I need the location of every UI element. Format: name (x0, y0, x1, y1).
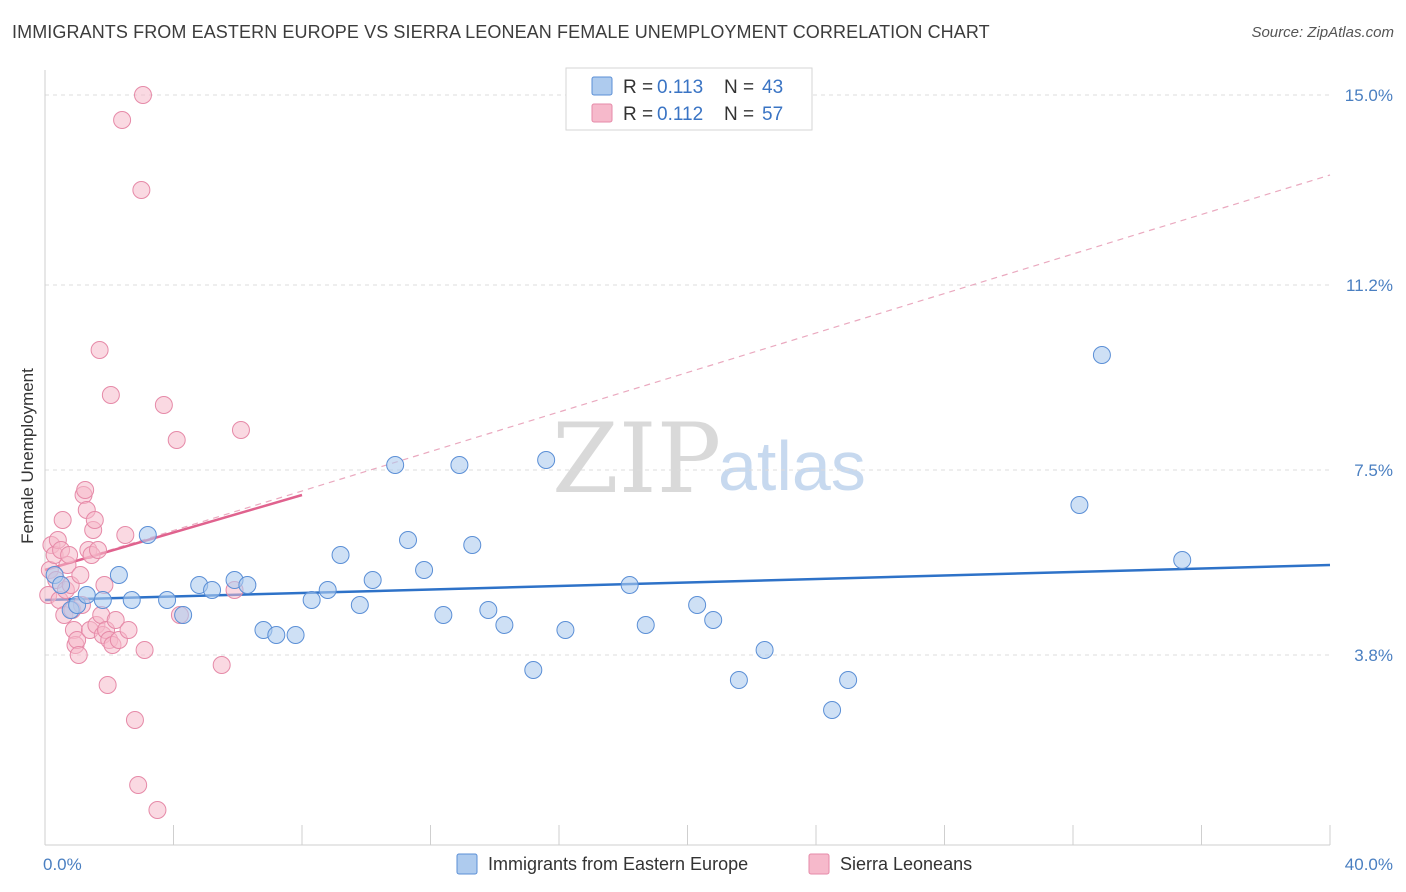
data-point-eastern-europe (77, 586, 96, 604)
data-point-sierra-leoneans (148, 801, 167, 819)
data-point-eastern-europe (363, 571, 382, 589)
data-point-eastern-europe (537, 451, 556, 469)
data-point-sierra-leoneans (125, 711, 144, 729)
data-point-eastern-europe (1173, 551, 1192, 569)
data-point-eastern-europe (556, 621, 575, 639)
data-point-sierra-leoneans (132, 181, 151, 199)
blue-trend-line (44, 563, 1331, 602)
data-point-sierra-leoneans (135, 641, 154, 659)
data-point-sierra-leoneans (167, 431, 186, 449)
axes (44, 70, 1331, 846)
bottom-legend-label-pink: Sierra Leoneans (840, 854, 972, 874)
data-point-eastern-europe (434, 606, 453, 624)
data-point-eastern-europe (158, 591, 177, 609)
bottom-legend-swatch-blue (456, 853, 478, 875)
data-point-eastern-europe (302, 591, 321, 609)
data-point-eastern-europe (415, 561, 434, 579)
data-point-eastern-europe (203, 581, 222, 599)
watermark-atlas: atlas (718, 427, 866, 505)
data-point-eastern-europe (450, 456, 469, 474)
data-point-sierra-leoneans (119, 621, 138, 639)
data-point-sierra-leoneans (154, 396, 173, 414)
data-point-eastern-europe (636, 616, 655, 634)
y-tick-label: 11.2% (1346, 276, 1393, 295)
data-point-sierra-leoneans (116, 526, 135, 544)
data-point-sierra-leoneans (101, 386, 120, 404)
data-point-eastern-europe (755, 641, 774, 659)
data-point-eastern-europe (174, 606, 193, 624)
data-point-eastern-europe (1070, 496, 1089, 514)
data-point-eastern-europe (122, 591, 141, 609)
data-point-sierra-leoneans (90, 341, 109, 359)
data-point-eastern-europe (267, 626, 286, 644)
legend-swatch-pink (591, 103, 613, 123)
data-point-eastern-europe (688, 596, 707, 614)
pink-trend-line-extended (44, 174, 1331, 571)
data-point-sierra-leoneans (129, 776, 148, 794)
legend-n-label-2: N = (724, 104, 754, 125)
data-point-eastern-europe (318, 581, 337, 599)
legend-r-label-1: R = (623, 77, 653, 98)
data-point-eastern-europe (350, 596, 369, 614)
correlation-legend: R = 0.113 N = 43 R = 0.112 N = 57 (565, 67, 813, 131)
data-point-eastern-europe (823, 701, 842, 719)
legend-swatch-blue (591, 76, 613, 96)
data-point-sierra-leoneans (113, 111, 132, 129)
series-sierra-leoneans-points (39, 86, 250, 819)
y-tick-label: 15.0% (1345, 86, 1393, 105)
x-tick-label: 0.0% (43, 855, 82, 874)
data-point-eastern-europe (286, 626, 305, 644)
x-tick-label: 40.0% (1345, 855, 1393, 874)
watermark-zip: ZIP (552, 403, 721, 515)
data-point-sierra-leoneans (69, 646, 88, 664)
data-point-sierra-leoneans (95, 576, 114, 594)
data-point-sierra-leoneans (106, 611, 125, 629)
y-tick-label: 7.5% (1354, 461, 1393, 480)
data-point-eastern-europe (839, 671, 858, 689)
data-point-eastern-europe (331, 546, 350, 564)
data-point-sierra-leoneans (133, 86, 152, 104)
tick-labels: 3.8% 7.5% 11.2% 15.0% 0.0% 40.0% (43, 86, 1393, 874)
chart-title: IMMIGRANTS FROM EASTERN EUROPE VS SIERRA… (12, 22, 990, 42)
data-point-sierra-leoneans (212, 656, 231, 674)
data-point-eastern-europe (138, 526, 157, 544)
data-point-eastern-europe (109, 566, 128, 584)
data-point-sierra-leoneans (53, 511, 72, 529)
data-point-eastern-europe (238, 576, 257, 594)
data-point-eastern-europe (704, 611, 723, 629)
y-tick-label: 3.8% (1354, 646, 1393, 665)
series-legend: Immigrants from Eastern Europe Sierra Le… (456, 853, 972, 875)
data-point-eastern-europe (729, 671, 748, 689)
legend-n-value-2: 57 (762, 104, 783, 125)
data-point-sierra-leoneans (98, 676, 117, 694)
data-point-sierra-leoneans (85, 511, 104, 529)
data-point-eastern-europe (93, 591, 112, 609)
data-point-sierra-leoneans (60, 546, 79, 564)
data-point-sierra-leoneans (231, 421, 250, 439)
legend-r-value-2: 0.112 (657, 104, 703, 125)
data-point-sierra-leoneans (76, 481, 95, 499)
legend-r-value-1: 0.113 (657, 77, 703, 98)
data-point-eastern-europe (52, 576, 71, 594)
data-point-sierra-leoneans (89, 541, 108, 559)
legend-r-label-2: R = (623, 104, 653, 125)
data-point-eastern-europe (620, 576, 639, 594)
data-point-sierra-leoneans (71, 566, 90, 584)
data-point-eastern-europe (1092, 346, 1111, 364)
data-point-eastern-europe (463, 536, 482, 554)
data-point-eastern-europe (399, 531, 418, 549)
data-point-eastern-europe (479, 601, 498, 619)
data-point-eastern-europe (524, 661, 543, 679)
legend-n-label-1: N = (724, 77, 754, 98)
trend-lines (44, 174, 1331, 602)
data-point-eastern-europe (495, 616, 514, 634)
legend-n-value-1: 43 (762, 77, 783, 98)
y-axis-label: Female Unemployment (18, 368, 37, 544)
bottom-legend-label-blue: Immigrants from Eastern Europe (488, 854, 748, 874)
bottom-legend-swatch-pink (808, 853, 830, 875)
series-eastern-europe-points (45, 346, 1192, 719)
source-attribution: Source: ZipAtlas.com (1251, 24, 1394, 41)
data-point-eastern-europe (386, 456, 405, 474)
